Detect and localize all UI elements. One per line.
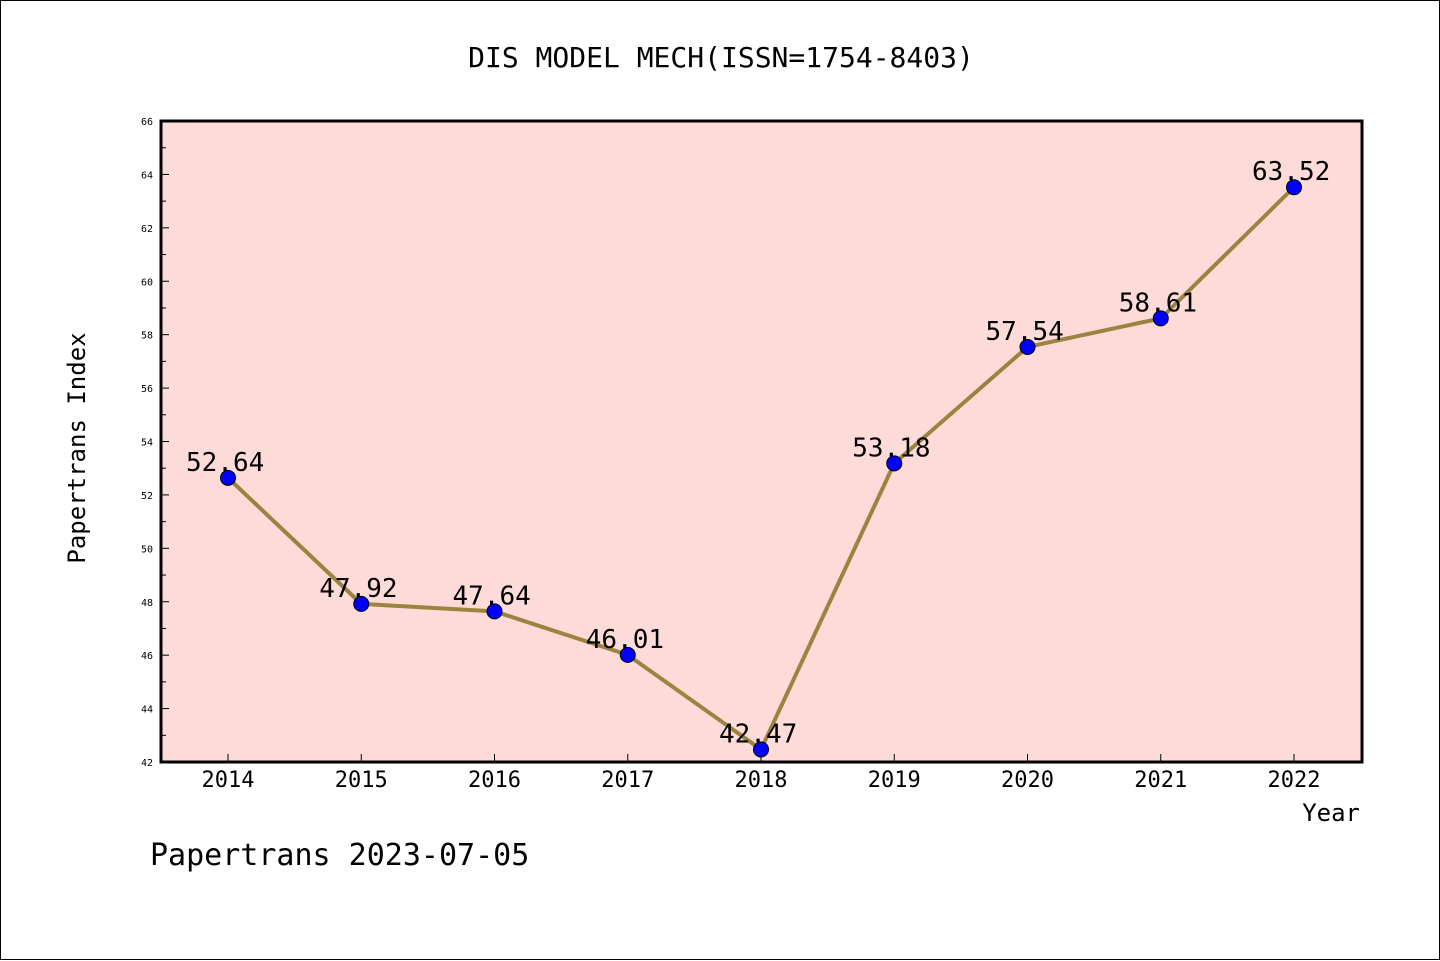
x-tick-label: 2022 — [1268, 768, 1321, 793]
data-label: 47.92 — [319, 574, 397, 604]
x-tick-label: 2015 — [335, 768, 388, 793]
y-tick-label: 62 — [141, 224, 153, 235]
data-point — [753, 741, 769, 758]
y-tick-label: 42 — [141, 758, 153, 769]
y-tick-label: 54 — [141, 438, 153, 449]
data-label: 47.64 — [453, 581, 531, 611]
data-point — [619, 646, 636, 663]
x-axis: 2014 2015 2016 2017 2018 2019 2020 2021 2022 — [202, 754, 1321, 793]
data-point — [486, 603, 503, 620]
y-tick-label: 60 — [141, 277, 153, 288]
x-tick-label: 2014 — [202, 768, 255, 793]
data-point — [1019, 338, 1036, 355]
data-point — [886, 455, 903, 472]
x-tick-label: 2019 — [868, 768, 921, 793]
data-point — [220, 469, 236, 486]
footer-stamp: Papertrans 2023-07-05 — [150, 838, 529, 873]
plot-border — [159, 119, 1364, 764]
data-label: 46.01 — [586, 625, 664, 655]
data-label: 58.61 — [1119, 288, 1197, 318]
data-point — [1286, 179, 1302, 196]
data-labels: 52.64 47.92 47.64 46.01 42.47 53.18 57.54 58.61… — [186, 157, 1330, 749]
x-axis-title: Year — [1302, 799, 1360, 827]
data-label: 53.18 — [852, 433, 930, 463]
x-tick-label: 2018 — [735, 768, 788, 793]
y-tick-label: 56 — [141, 384, 153, 395]
data-label: 63.52 — [1252, 157, 1330, 187]
y-tick-label: 52 — [141, 491, 153, 502]
data-point — [1152, 310, 1169, 327]
chart-title: DIS MODEL MECH(ISSN=1754-8403) — [468, 41, 974, 74]
y-axis: 42 44 46 48 50 52 54 56 58 60 62 64 66 — [141, 117, 169, 769]
x-tick-label: 2020 — [1001, 768, 1054, 793]
y-tick-label: 64 — [141, 170, 153, 181]
series-markers — [220, 179, 1302, 758]
x-tick-label: 2017 — [601, 768, 654, 793]
data-label: 52.64 — [186, 448, 264, 478]
y-tick-label: 50 — [141, 544, 153, 555]
y-tick-label: 48 — [141, 598, 153, 609]
y-tick-label: 58 — [141, 331, 153, 342]
plot-area — [161, 121, 1362, 762]
x-tick-label: 2021 — [1134, 768, 1187, 793]
data-label: 42.47 — [719, 719, 797, 749]
x-tick-label: 2016 — [468, 768, 521, 793]
data-point — [353, 595, 370, 612]
y-tick-label: 44 — [141, 705, 153, 716]
y-tick-label: 66 — [141, 117, 153, 128]
data-label: 57.54 — [986, 317, 1064, 347]
y-axis-title: Papertrans Index — [63, 332, 91, 563]
y-tick-label: 46 — [141, 651, 153, 662]
